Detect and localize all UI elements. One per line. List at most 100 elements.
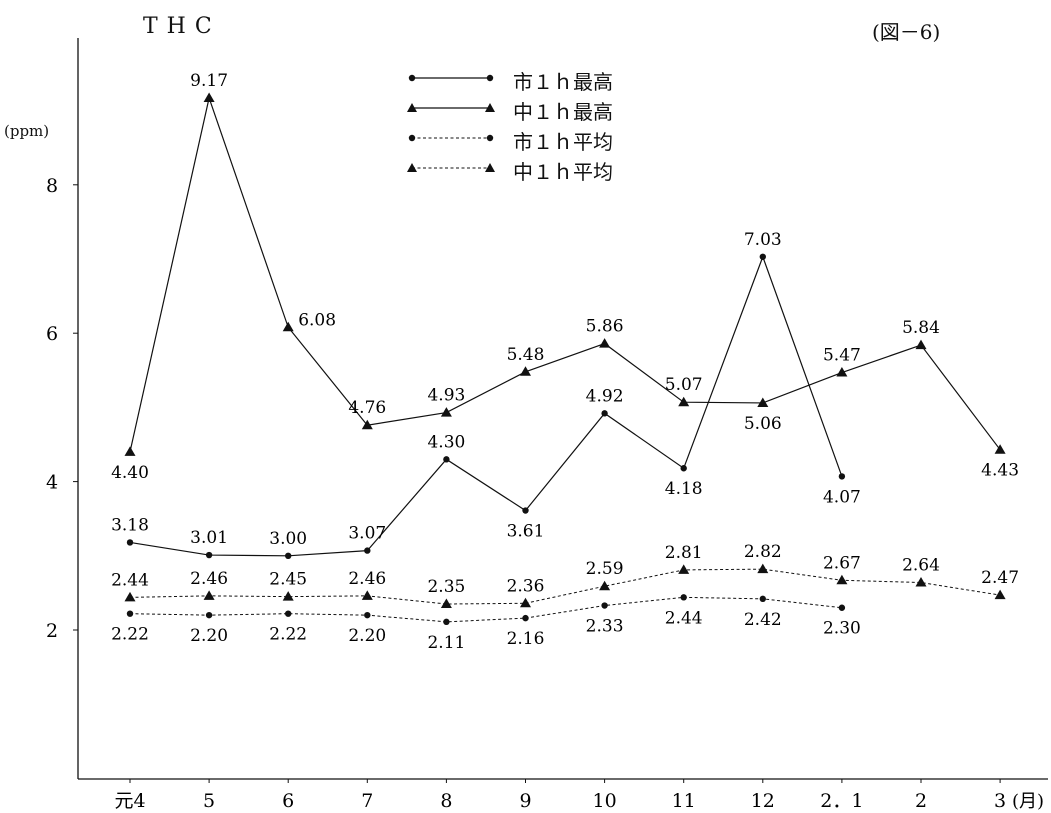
data-point xyxy=(361,419,373,430)
data-label: 5.48 xyxy=(507,345,545,365)
data-point xyxy=(282,321,294,332)
data-point xyxy=(205,611,213,619)
data-label: 2.47 xyxy=(981,568,1019,588)
x-tick-label: 5 xyxy=(203,790,215,812)
data-point xyxy=(757,563,769,574)
data-label: 2.33 xyxy=(586,617,624,637)
data-point xyxy=(601,602,608,609)
x-tick-label: 8 xyxy=(440,790,452,812)
data-label: 2.20 xyxy=(190,626,228,646)
data-label: 9.17 xyxy=(190,71,228,91)
x-tick-label: 2．1 xyxy=(820,790,863,812)
data-point xyxy=(203,590,215,600)
x-tick-label: 7 xyxy=(361,790,373,812)
data-point xyxy=(759,253,766,260)
legend-label: 市１ｈ最高 xyxy=(513,70,613,94)
chart-title: THC xyxy=(143,14,221,39)
series-line xyxy=(129,568,1001,605)
data-point xyxy=(599,338,611,348)
x-tick-label: 2 xyxy=(915,790,927,812)
data-point xyxy=(285,552,292,559)
legend-swatch-solid-circle xyxy=(408,74,494,82)
data-label: 3.00 xyxy=(269,529,307,549)
data-point xyxy=(126,610,134,617)
data-label: 3.18 xyxy=(111,515,149,535)
data-label: 2.36 xyxy=(507,576,545,596)
data-point xyxy=(443,456,450,463)
data-point xyxy=(205,551,213,559)
data-point xyxy=(522,614,529,622)
data-point xyxy=(522,507,529,514)
x-axis-unit-label: (月) xyxy=(1012,791,1044,812)
legend-label: 市１ｈ平均 xyxy=(513,130,613,154)
data-label: 5.07 xyxy=(665,375,703,395)
data-point xyxy=(836,574,848,585)
data-label: 2.44 xyxy=(111,570,149,590)
data-label: 2.59 xyxy=(586,559,624,579)
data-label: 5.06 xyxy=(744,414,782,434)
data-label: 2.16 xyxy=(507,629,545,649)
data-label: 2.45 xyxy=(269,570,307,590)
data-label: 2.22 xyxy=(269,625,307,645)
data-label: 2.44 xyxy=(665,608,703,628)
data-point xyxy=(361,590,373,600)
data-label: 7.03 xyxy=(744,230,782,250)
data-point xyxy=(601,410,608,417)
data-label: 2.67 xyxy=(823,553,861,573)
data-label: 4.93 xyxy=(427,386,465,406)
legend-swatch-dashed-circle xyxy=(408,134,494,142)
data-point xyxy=(203,92,215,102)
data-point xyxy=(124,446,136,456)
x-tick-label: 3 xyxy=(994,790,1006,812)
data-label: 4.18 xyxy=(665,479,703,499)
y-axis-unit-label: (ppm) xyxy=(4,122,50,140)
data-label: 4.43 xyxy=(981,461,1019,481)
data-label: 4.07 xyxy=(823,487,861,507)
data-point xyxy=(838,604,846,611)
series-line xyxy=(129,596,842,623)
data-point xyxy=(520,597,531,608)
data-point xyxy=(680,465,687,472)
data-label: 2.46 xyxy=(348,569,386,589)
data-label: 3.07 xyxy=(348,524,386,544)
data-label: 4.76 xyxy=(348,398,386,418)
data-label: 2.81 xyxy=(665,543,703,563)
data-label: 2.82 xyxy=(744,542,782,562)
data-label: 2.22 xyxy=(111,625,149,645)
data-point xyxy=(759,595,766,603)
x-tick-label: 12 xyxy=(751,790,775,812)
data-label: 3.01 xyxy=(190,528,228,548)
data-label: 2.11 xyxy=(427,633,465,653)
data-label: 2.20 xyxy=(348,626,386,646)
data-point xyxy=(282,591,294,601)
data-label: 5.84 xyxy=(902,318,940,338)
data-point xyxy=(285,610,292,617)
x-tick-label: 9 xyxy=(519,790,531,812)
data-label: 2.42 xyxy=(744,610,782,630)
x-tick-label: 11 xyxy=(672,790,696,812)
data-point xyxy=(440,407,452,417)
y-tick-label: 4 xyxy=(46,472,58,494)
x-tick-label: 元4 xyxy=(114,790,145,812)
data-point xyxy=(915,339,927,350)
series-line xyxy=(129,95,1001,453)
x-tick-label: 10 xyxy=(593,790,617,812)
data-point xyxy=(994,589,1006,600)
y-tick-label: 8 xyxy=(46,175,58,197)
x-tick-label: 6 xyxy=(282,790,294,812)
data-point xyxy=(678,396,690,407)
data-label: 2.35 xyxy=(427,577,465,597)
data-label: 3.61 xyxy=(507,522,545,542)
data-point xyxy=(364,611,371,619)
data-point xyxy=(838,473,846,480)
legend-swatch-solid-triangle xyxy=(407,103,495,112)
data-label: 6.08 xyxy=(298,310,336,330)
data-point xyxy=(678,564,690,574)
data-point xyxy=(994,444,1006,454)
data-label: 2.64 xyxy=(902,556,940,576)
y-tick-label: 2 xyxy=(46,620,58,642)
data-label: 4.40 xyxy=(111,463,149,483)
data-label: 5.47 xyxy=(823,346,861,366)
data-point xyxy=(599,580,611,591)
